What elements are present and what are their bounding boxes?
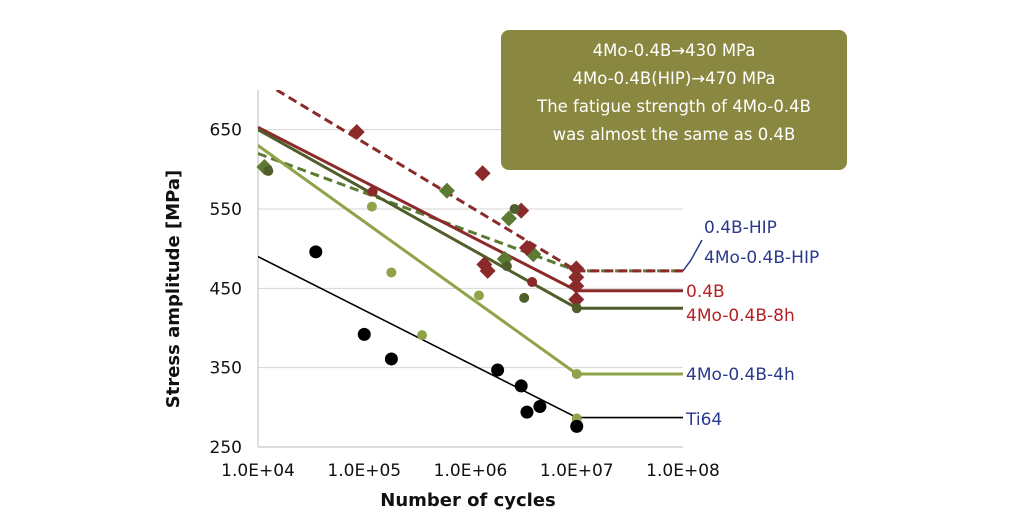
x-tick-label: 1.0E+07 <box>540 461 614 481</box>
y-tick-label: 650 <box>210 121 242 141</box>
x-tick-label: 1.0E+08 <box>646 461 720 481</box>
data-point-ti64 <box>384 352 398 366</box>
data-point-4mo-0-4b-8h <box>519 292 530 303</box>
data-point-4mo-0-4b-8h <box>571 303 582 314</box>
series-label-4mo-0-4b-8h: 4Mo-0.4B-8h <box>686 306 795 326</box>
series-label-4mo-0-4b-4h: 4Mo-0.4B-4h <box>686 365 795 385</box>
data-point-ti64 <box>520 405 534 419</box>
annotation-line: 4Mo-0.4B→430 MPa <box>592 41 756 60</box>
data-point-4mo-0-4b-hip <box>568 260 585 277</box>
y-tick-label: 250 <box>210 438 242 458</box>
series-labels: 0.4B-HIP 4Mo-0.4B-HIP 0.4B 4Mo-0.4B-8h 4Mo-0… <box>682 218 819 430</box>
data-point-4mo-0-4b-8h <box>509 204 520 214</box>
x-tick-label: 1.0E+04 <box>221 461 295 481</box>
series-label-0-4b: 0.4B <box>686 282 725 302</box>
data-point-ti64 <box>570 419 584 433</box>
label-leader-line <box>682 239 703 272</box>
data-point-0-4b-hip <box>438 182 455 199</box>
y-axis-title: Stress amplitude [MPa] <box>163 170 184 408</box>
data-point-4mo-0-4b-hip <box>348 124 365 141</box>
y-tick-label: 550 <box>210 200 242 220</box>
data-point-0-4b <box>367 186 378 197</box>
annotation-line: 4Mo-0.4B(HIP)→470 MPa <box>572 69 776 88</box>
y-tick-label: 350 <box>210 359 242 379</box>
x-axis-title: Number of cycles <box>380 490 556 511</box>
data-point-ti64 <box>514 379 528 393</box>
data-point-4mo-0-4b-hip <box>518 239 535 256</box>
series-label-ti64: Ti64 <box>685 410 722 430</box>
data-point-ti64 <box>491 363 505 377</box>
series-label-4mo-0-4b-hip: 4Mo-0.4B-HIP <box>704 248 819 268</box>
tick-labels: 250 350 450 550 650 1.0E+04 1.0E+05 1.0E+06 1.0E… <box>210 121 720 481</box>
annotation-box: 4Mo-0.4B→430 MPa 4Mo-0.4B(HIP)→470 MPa T… <box>501 30 847 170</box>
data-points <box>256 124 585 433</box>
fit-line-4mo-0-4b-4h <box>258 144 683 376</box>
data-point-4mo-0-4b-hip <box>479 262 496 279</box>
grid-lines <box>257 90 683 448</box>
data-point-4mo-0-4b-4h <box>571 369 582 380</box>
annotation-line: was almost the same as 0.4B <box>552 125 796 144</box>
data-point-4mo-0-4b-hip <box>568 291 585 308</box>
fit-line-ti64 <box>258 255 683 419</box>
x-tick-label: 1.0E+05 <box>327 461 401 481</box>
data-point-ti64 <box>309 245 323 259</box>
data-point-4mo-0-4b-hip <box>568 277 585 294</box>
y-tick-label: 450 <box>210 279 242 299</box>
data-point-4mo-0-4b-4h <box>473 290 484 301</box>
annotation-line: The fatigue strength of 4Mo-0.4B <box>537 97 811 116</box>
x-tick-label: 1.0E+06 <box>434 461 508 481</box>
data-point-0-4b <box>527 276 538 287</box>
data-point-4mo-0-4b-8h <box>263 165 274 176</box>
data-point-4mo-0-4b-8h <box>501 261 512 272</box>
data-point-ti64 <box>533 400 547 414</box>
data-point-4mo-0-4b-4h <box>386 267 397 278</box>
data-point-4mo-0-4b-hip <box>474 165 491 182</box>
data-point-4mo-0-4b-hip <box>568 269 585 286</box>
series-label-0-4b-hip: 0.4B-HIP <box>704 218 777 238</box>
data-point-4mo-0-4b-4h <box>366 201 377 212</box>
data-point-4mo-0-4b-4h <box>417 330 428 341</box>
data-point-0-4b-hip <box>500 210 517 227</box>
data-point-ti64 <box>357 327 371 341</box>
